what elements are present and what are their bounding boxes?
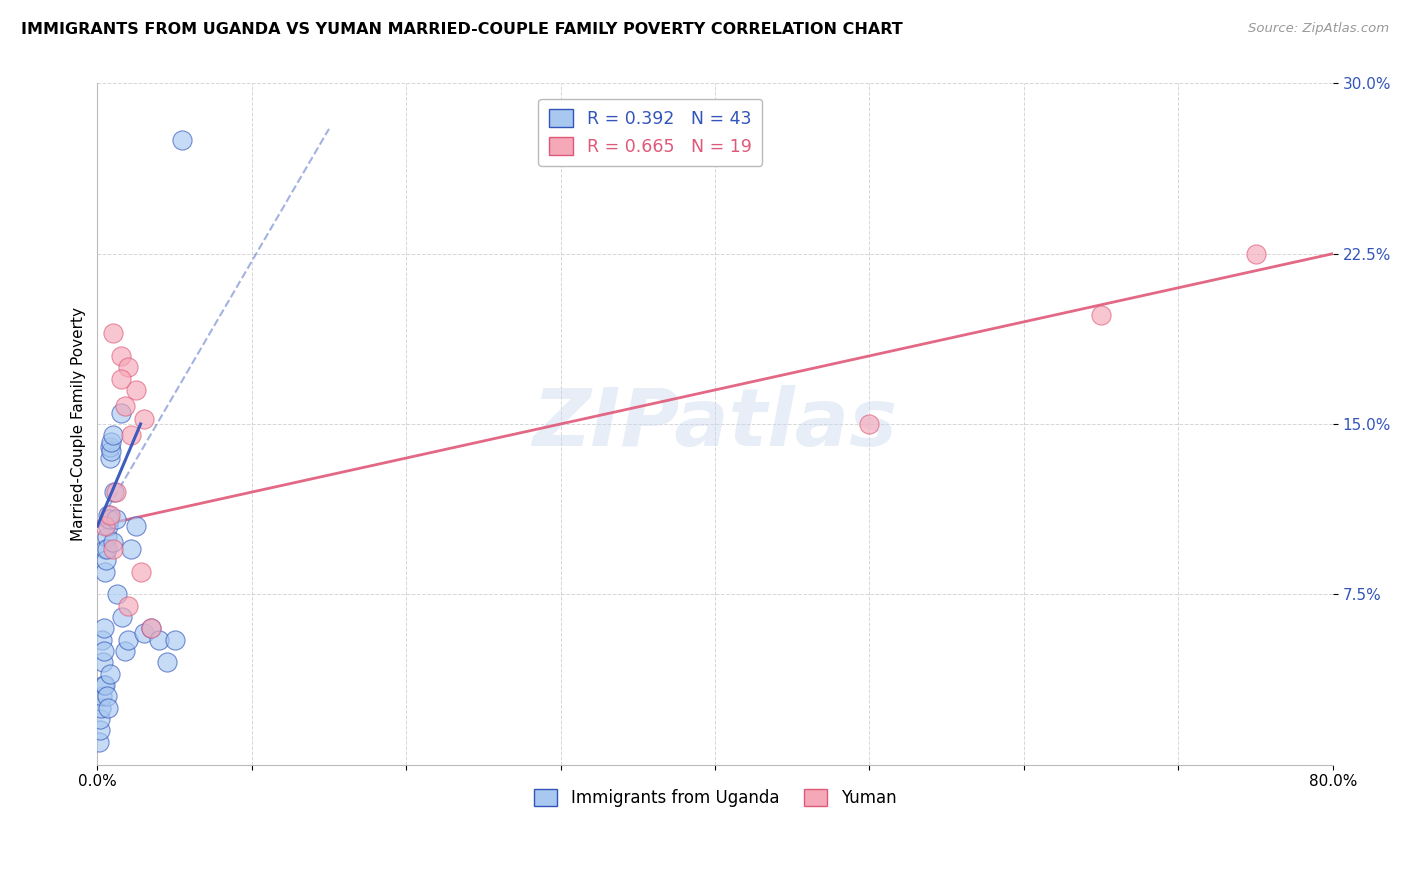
Point xyxy=(91,690,114,704)
Point xyxy=(557,145,579,159)
Point xyxy=(156,656,179,670)
Point xyxy=(93,621,115,635)
Y-axis label: Married-Couple Family Poverty: Married-Couple Family Poverty xyxy=(72,307,86,541)
Point xyxy=(97,700,120,714)
Point xyxy=(93,678,115,692)
Point xyxy=(141,621,163,635)
Point xyxy=(114,644,136,658)
Point xyxy=(104,512,127,526)
Point xyxy=(100,435,122,450)
Point xyxy=(125,519,148,533)
Point xyxy=(132,412,155,426)
Text: Source: ZipAtlas.com: Source: ZipAtlas.com xyxy=(1249,22,1389,36)
Point xyxy=(101,326,124,341)
Point xyxy=(858,417,880,431)
Point xyxy=(98,508,121,522)
Point xyxy=(96,541,118,556)
Point xyxy=(91,632,114,647)
Point xyxy=(97,508,120,522)
Point xyxy=(110,406,132,420)
Point xyxy=(90,700,112,714)
Point xyxy=(129,565,152,579)
Point xyxy=(97,519,120,533)
Point xyxy=(117,360,139,375)
Point xyxy=(94,553,117,567)
Point xyxy=(87,735,110,749)
Point xyxy=(94,565,117,579)
Point xyxy=(110,349,132,363)
Point xyxy=(114,399,136,413)
Point xyxy=(89,712,111,726)
Point xyxy=(91,656,114,670)
Point xyxy=(120,541,142,556)
Point xyxy=(107,587,129,601)
Point xyxy=(97,512,120,526)
Point xyxy=(94,541,117,556)
Point xyxy=(172,133,194,147)
Point xyxy=(103,485,125,500)
Text: IMMIGRANTS FROM UGANDA VS YUMAN MARRIED-COUPLE FAMILY POVERTY CORRELATION CHART: IMMIGRANTS FROM UGANDA VS YUMAN MARRIED-… xyxy=(21,22,903,37)
Point xyxy=(141,621,163,635)
Point xyxy=(110,371,132,385)
Point xyxy=(96,690,118,704)
Point xyxy=(148,632,170,647)
Legend: Immigrants from Uganda, Yuman: Immigrants from Uganda, Yuman xyxy=(527,782,903,814)
Point xyxy=(1244,246,1267,260)
Point xyxy=(101,428,124,442)
Point xyxy=(111,610,134,624)
Point xyxy=(93,644,115,658)
Point xyxy=(94,678,117,692)
Point xyxy=(100,440,122,454)
Point xyxy=(94,519,117,533)
Point xyxy=(117,632,139,647)
Point xyxy=(100,444,122,458)
Text: ZIPatlas: ZIPatlas xyxy=(533,385,897,463)
Point xyxy=(125,383,148,397)
Point xyxy=(104,485,127,500)
Point xyxy=(132,625,155,640)
Point xyxy=(101,541,124,556)
Point xyxy=(1090,308,1112,322)
Point xyxy=(101,535,124,549)
Point xyxy=(117,599,139,613)
Point xyxy=(98,666,121,681)
Point xyxy=(120,428,142,442)
Point xyxy=(98,450,121,465)
Point xyxy=(163,632,186,647)
Point xyxy=(96,531,118,545)
Point xyxy=(89,723,111,738)
